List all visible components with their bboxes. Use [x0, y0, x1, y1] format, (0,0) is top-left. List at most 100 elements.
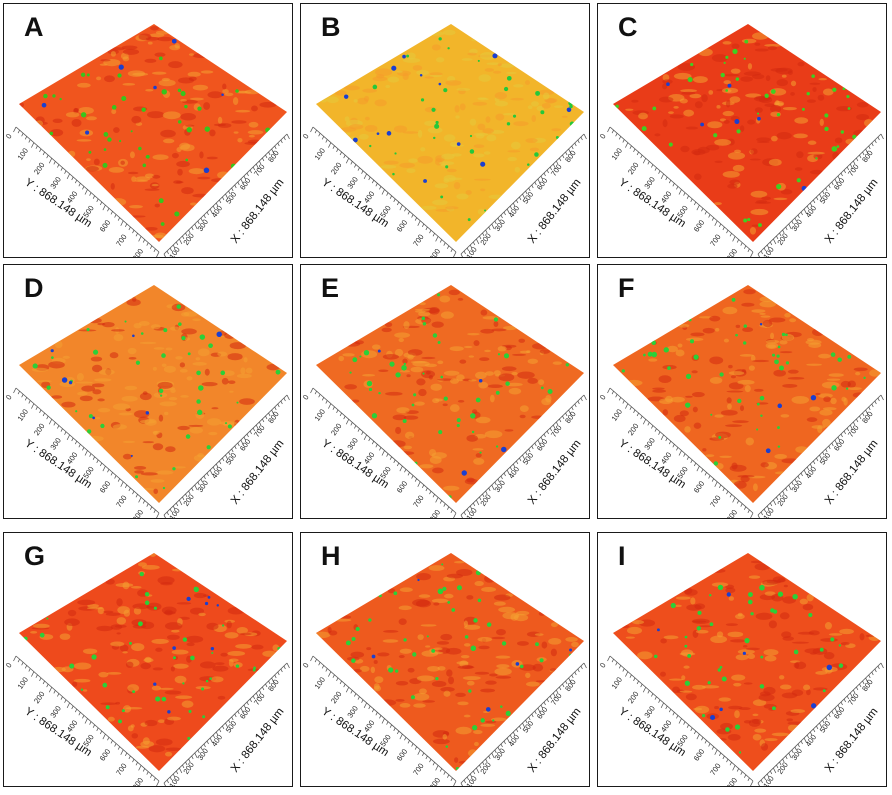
y-axis-tick: [107, 208, 110, 212]
y-axis-tick: [718, 223, 722, 228]
x-axis-tick: [194, 752, 198, 759]
x-tick-label: 600: [832, 705, 847, 720]
x-axis-tick: [246, 433, 249, 438]
x-axis-tick: [188, 229, 191, 234]
x-axis-tick: [500, 214, 503, 219]
y-axis-tick: [696, 465, 700, 472]
y-axis-tick: [618, 136, 622, 140]
y-axis-tick: [633, 677, 636, 682]
x-tick-label: 700: [549, 162, 564, 177]
y-axis-tick: [350, 422, 353, 426]
y-axis-tick: [321, 397, 325, 401]
y-axis-tick: [142, 768, 146, 772]
x-axis-tick: [469, 244, 473, 249]
x-axis-tick: [485, 490, 488, 495]
y-tick-label: 800: [131, 776, 146, 787]
x-axis-tick: [880, 662, 884, 669]
x-axis-tick: [546, 430, 549, 435]
y-axis-tick: [156, 780, 160, 786]
x-axis-tick: [491, 752, 495, 759]
y-axis-tick: [117, 217, 121, 221]
x-axis-tick: [856, 686, 859, 691]
y-axis-tick: [654, 428, 657, 432]
x-axis-tick: [565, 412, 568, 417]
x-axis-tick: [249, 169, 252, 174]
y-tick-label: 100: [610, 146, 625, 161]
x-axis-tick: [172, 773, 176, 778]
y-axis-tick: [686, 195, 690, 199]
y-axis-tick: [149, 774, 153, 778]
x-axis-tick: [859, 415, 862, 420]
y-axis-tick: [404, 208, 407, 212]
surface-3d-plot: 0100200300400500600700800010020030040050…: [598, 285, 884, 518]
x-axis-tick: [203, 475, 206, 480]
y-axis-tick: [696, 204, 700, 211]
x-tick-label: 400: [507, 733, 522, 748]
y-axis-tick: [350, 690, 353, 694]
y-axis-tick: [149, 245, 153, 249]
y-axis-tick: [48, 687, 53, 693]
x-axis-tick: [788, 752, 792, 759]
y-axis-tick: [117, 478, 121, 482]
surface-panel: 0100200300400500600700800010020030040050…: [300, 264, 590, 519]
x-axis-tick: [163, 782, 166, 786]
y-axis-tick: [439, 239, 443, 243]
x-axis-tick: [231, 448, 234, 453]
y-axis-tick: [138, 497, 142, 503]
y-axis-tick: [726, 758, 729, 763]
y-tick-label: 700: [708, 233, 723, 248]
y-axis-tick: [321, 665, 325, 669]
x-axis-tick: [571, 145, 574, 150]
x-axis-tick: [769, 241, 773, 246]
x-axis-tick: [568, 148, 572, 155]
x-axis-tick: [494, 749, 497, 754]
y-axis-tick: [78, 444, 81, 448]
y-axis-tick: [389, 456, 393, 460]
y-tick-label: 200: [32, 690, 47, 705]
y-axis-tick: [124, 484, 128, 489]
x-axis-tick: [528, 187, 531, 192]
x-axis-tick: [482, 232, 485, 237]
panel-label: C: [618, 12, 638, 42]
y-axis-tick: [740, 771, 743, 775]
y-axis-tick: [636, 151, 639, 156]
y-axis-tick: [407, 211, 410, 215]
x-tick-label: 400: [804, 204, 819, 219]
x-tick-label: 300: [196, 479, 211, 494]
y-axis-tick: [743, 774, 747, 778]
x-axis-tick: [188, 490, 191, 495]
y-axis-tick: [35, 674, 38, 678]
x-axis-tick: [806, 466, 810, 471]
y-axis-tick: [99, 730, 103, 735]
x-axis-tick: [265, 154, 268, 159]
x-axis-tick: [228, 190, 231, 195]
y-axis-tick: [714, 481, 718, 487]
y-axis-tick: [321, 136, 325, 140]
y-axis-tick: [375, 712, 378, 716]
x-tick-label: 600: [238, 176, 253, 191]
y-axis-tick: [31, 142, 35, 148]
x-tick-label: 800: [860, 410, 875, 425]
surface-texture: [613, 285, 881, 503]
y-axis-tick: [443, 503, 446, 507]
y-axis-tick: [743, 245, 747, 249]
x-axis-tick: [212, 734, 216, 739]
y-tick-label: 100: [16, 146, 31, 161]
y-axis-tick: [732, 497, 736, 503]
y-axis-tick: [615, 662, 618, 666]
x-axis-tick: [779, 493, 782, 498]
x-axis-tick: [491, 223, 495, 230]
x-axis-tick: [222, 725, 225, 730]
y-axis-tick: [718, 484, 722, 489]
x-tick-label: 600: [535, 176, 550, 191]
x-axis-tick: [837, 436, 840, 441]
surface-3d-plot: 0100200300400500600700800010020030040050…: [598, 24, 884, 257]
x-tick-label: 500: [224, 190, 239, 205]
y-axis-tick: [446, 245, 450, 249]
y-axis-tick: [747, 509, 750, 514]
x-tick-label: 400: [507, 465, 522, 480]
x-tick-label: 200: [775, 760, 790, 775]
y-tick-label: 0: [598, 661, 608, 670]
y-axis-tick: [17, 390, 20, 395]
x-tick-label: 800: [563, 410, 578, 425]
